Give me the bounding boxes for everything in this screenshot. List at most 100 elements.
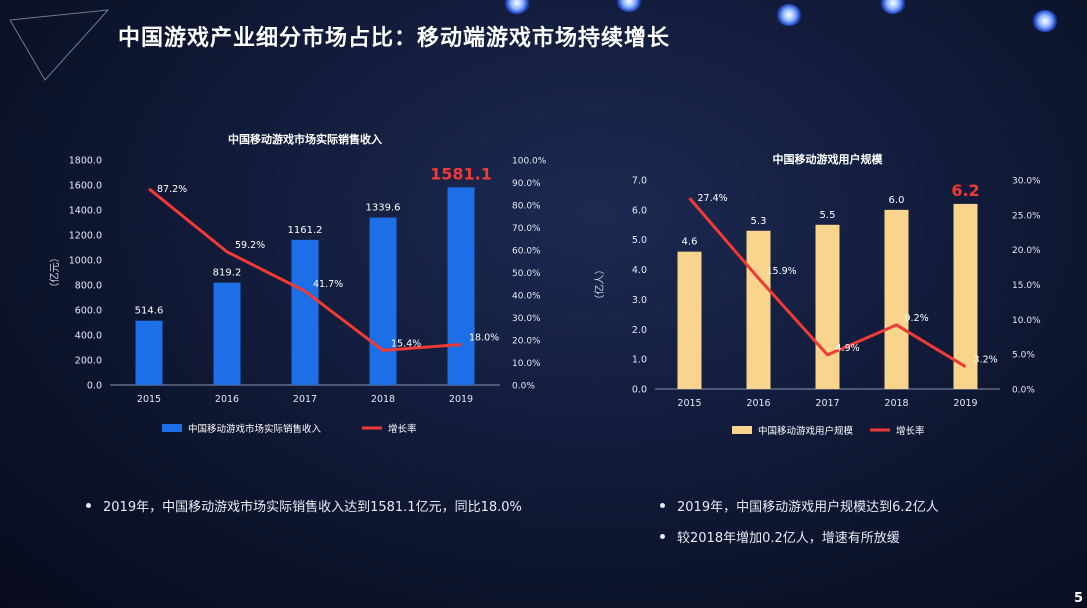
y-tick-label: 2.0	[632, 325, 647, 336]
x-tick-label: 2017	[293, 394, 317, 405]
y2-tick-label: 0.0%	[1012, 386, 1035, 396]
y-tick-label: 6.0	[632, 205, 647, 216]
y-tick-label: 1200.0	[69, 231, 102, 242]
x-tick-label: 2015	[677, 398, 701, 409]
y2-tick-label: 20.0%	[512, 337, 541, 347]
bar	[677, 251, 702, 389]
x-tick-label: 2017	[815, 398, 839, 409]
y-axis-label: （亿人）	[593, 265, 606, 305]
bar-value-label: 4.6	[682, 237, 698, 248]
y-tick-label: 400.0	[75, 331, 102, 342]
bar-value-label: 819.2	[213, 268, 242, 279]
x-tick-label: 2019	[953, 398, 977, 409]
bullet-dot	[660, 503, 665, 508]
y-tick-label: 0.0	[87, 381, 102, 392]
x-tick-label: 2016	[215, 394, 239, 405]
y2-tick-label: 5.0%	[1012, 351, 1035, 361]
y-axis-label: （亿元）	[48, 253, 61, 293]
y2-tick-label: 60.0%	[512, 247, 541, 257]
bar	[815, 224, 840, 389]
y2-tick-label: 30.0%	[1012, 177, 1041, 187]
y2-tick-label: 90.0%	[512, 179, 541, 189]
bar	[291, 239, 319, 385]
bar-value-label: 1161.2	[288, 225, 323, 236]
bullet-item: 较2018年增加0.2亿人，增速有所放缓	[660, 527, 939, 546]
stage-light	[616, 0, 642, 12]
bar	[447, 187, 475, 385]
bar	[135, 320, 163, 385]
y2-tick-label: 0.0%	[512, 382, 535, 392]
stage-light	[880, 0, 906, 14]
y-tick-label: 1600.0	[69, 181, 102, 192]
bullet-text: 较2018年增加0.2亿人，增速有所放缓	[677, 531, 900, 546]
legend-line-label: 增长率	[896, 425, 925, 437]
y-tick-label: 7.0	[632, 176, 647, 187]
growth-label: 15.9%	[767, 266, 797, 277]
growth-label: 18.0%	[469, 333, 499, 344]
highlight-value-label: 1581.1	[430, 164, 492, 183]
growth-label: 27.4%	[698, 193, 728, 204]
bar	[746, 230, 771, 389]
y-tick-label: 0.0	[632, 385, 647, 396]
y2-tick-label: 50.0%	[512, 269, 541, 279]
x-tick-label: 2015	[137, 394, 161, 405]
corner-decoration	[9, 9, 110, 81]
x-tick-label: 2019	[449, 394, 473, 405]
stage-light	[504, 0, 530, 14]
bar-value-label: 1339.6	[366, 203, 401, 214]
legend-bar-swatch	[732, 426, 752, 434]
bar-value-label: 514.6	[135, 306, 164, 317]
growth-line	[148, 187, 462, 352]
y2-tick-label: 10.0%	[1012, 316, 1041, 326]
y2-tick-label: 80.0%	[512, 202, 541, 212]
y2-tick-label: 30.0%	[512, 314, 541, 324]
bullets-right: 2019年，中国移动游戏用户规模达到6.2亿人 较2018年增加0.2亿人，增速…	[660, 496, 939, 558]
bullet-text: 2019年，中国移动游戏用户规模达到6.2亿人	[677, 500, 939, 515]
bullet-text: 2019年，中国移动游戏市场实际销售收入达到1581.1亿元，同比18.0%	[103, 500, 522, 515]
chart-title: 中国移动游戏市场实际销售收入	[228, 132, 382, 146]
bar-value-label: 5.3	[751, 216, 767, 227]
y2-tick-label: 10.0%	[512, 359, 541, 369]
bullet-item: 2019年，中国移动游戏市场实际销售收入达到1581.1亿元，同比18.0%	[86, 496, 522, 515]
y2-tick-label: 20.0%	[1012, 246, 1041, 256]
growth-label: 3.2%	[974, 355, 998, 366]
y-tick-label: 1000.0	[69, 256, 102, 267]
legend-line-label: 增长率	[388, 423, 417, 435]
y2-tick-label: 25.0%	[1012, 211, 1041, 221]
y-tick-label: 1400.0	[69, 206, 102, 217]
stage-light	[1032, 10, 1058, 32]
bar	[884, 209, 909, 389]
growth-label: 59.2%	[235, 240, 265, 251]
x-tick-label: 2018	[884, 398, 908, 409]
growth-label: 4.9%	[836, 343, 860, 354]
bar	[213, 282, 241, 385]
y2-tick-label: 15.0%	[1012, 281, 1041, 291]
bullet-item: 2019年，中国移动游戏用户规模达到6.2亿人	[660, 496, 939, 515]
bullet-dot	[86, 503, 91, 508]
chart-title: 中国移动游戏用户规模	[773, 152, 884, 166]
page-number: 5	[1073, 591, 1083, 606]
bar-value-label: 6.0	[889, 195, 905, 206]
y-tick-label: 800.0	[75, 281, 102, 292]
bullets-left: 2019年，中国移动游戏市场实际销售收入达到1581.1亿元，同比18.0%	[86, 496, 522, 527]
legend-bar-label: 中国移动游戏用户规模	[758, 425, 854, 437]
y-tick-label: 1.0	[632, 355, 647, 366]
page-title: 中国游戏产业细分市场占比：移动端游戏市场持续增长	[118, 26, 671, 51]
y2-tick-label: 70.0%	[512, 224, 541, 234]
highlight-value-label: 6.2	[951, 181, 979, 200]
y-tick-label: 200.0	[75, 356, 102, 367]
y-tick-label: 5.0	[632, 235, 647, 246]
x-tick-label: 2016	[746, 398, 770, 409]
growth-label: 41.7%	[313, 279, 343, 290]
stage-light	[776, 4, 802, 26]
x-tick-label: 2018	[371, 394, 395, 405]
y2-tick-label: 40.0%	[512, 292, 541, 302]
growth-label: 15.4%	[391, 338, 421, 349]
bar-value-label: 5.5	[820, 210, 836, 221]
y-tick-label: 4.0	[632, 265, 647, 276]
growth-label: 9.2%	[905, 313, 929, 324]
y-tick-label: 3.0	[632, 295, 647, 306]
bar	[953, 203, 978, 389]
